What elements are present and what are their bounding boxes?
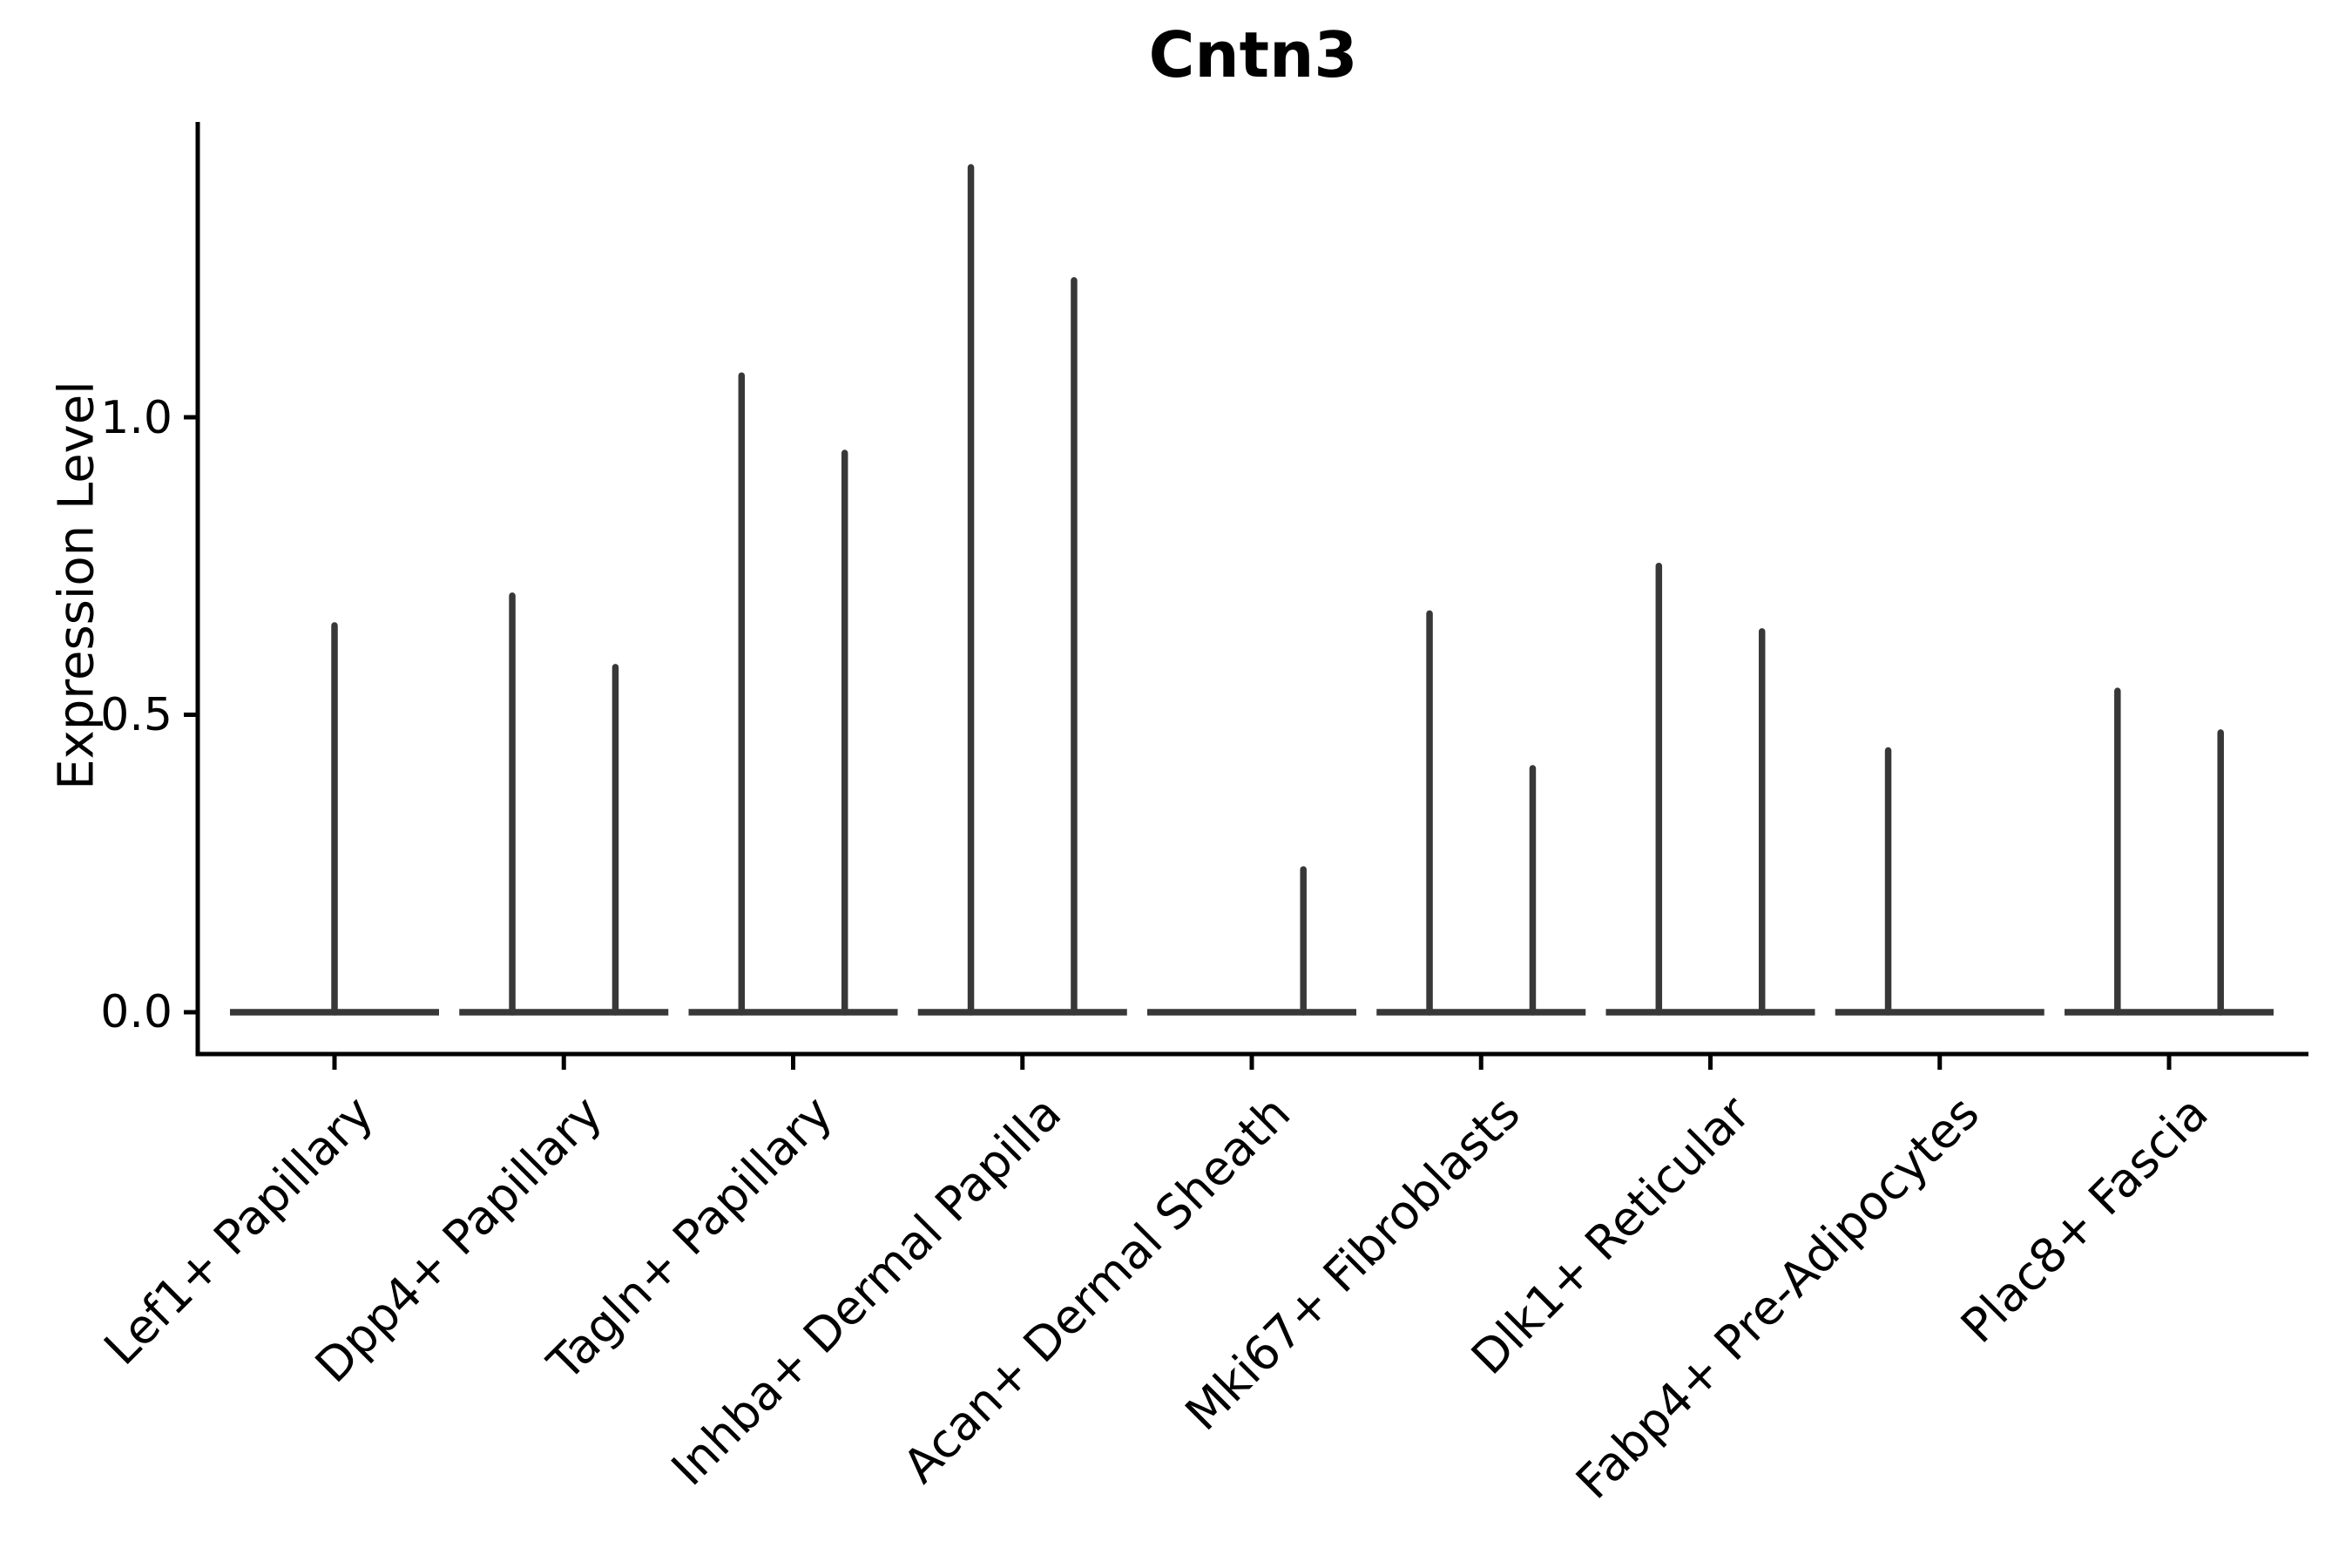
y-tick-label-10: 1.0 [100,392,172,444]
y-tick-label-0: 0.0 [100,986,172,1038]
y-tick-label-05: 0.5 [100,689,172,741]
y-axis-label: Expression Level [48,381,105,790]
chart-title: Cntn3 [1148,18,1358,91]
